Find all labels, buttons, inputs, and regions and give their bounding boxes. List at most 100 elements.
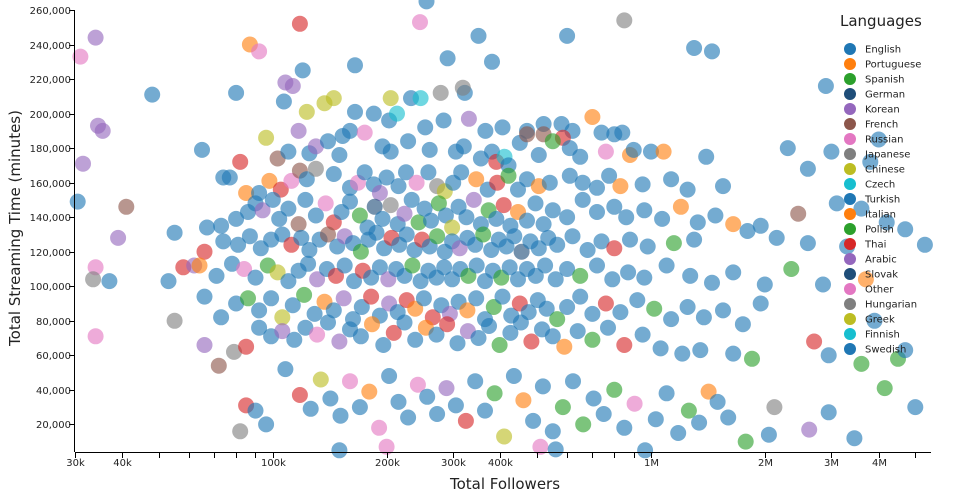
y-tick-label: 60,000 [36,351,71,362]
data-point [505,368,522,384]
legend-label: Slovak [865,270,898,281]
y-tick-label: 200,000 [30,110,71,121]
data-point [806,333,823,350]
data-point [241,228,258,245]
legend: Languages English Portuguese Spanish German… [840,12,922,356]
data-point [251,43,268,60]
data-point [766,399,783,416]
data-point [325,302,342,319]
data-point [331,147,348,163]
data-point [465,191,482,208]
data-point [457,412,474,429]
data-point [444,219,461,236]
data-point [468,290,485,307]
data-point [213,217,230,234]
data-point [606,198,623,215]
data-point [574,191,591,208]
data-point [236,261,253,277]
data-point [320,226,336,243]
data-point [351,399,368,416]
data-point [228,210,245,227]
data-point [307,207,324,224]
data-point [335,290,352,307]
data-point [196,243,213,260]
legend-swatch [844,103,856,115]
data-point [574,174,591,191]
data-point [496,428,513,445]
data-point [213,309,230,326]
data-point [374,210,391,227]
legend-swatch [844,283,856,295]
data-point [290,216,307,233]
data-point [720,409,737,426]
data-point [491,337,508,353]
data-point [322,390,339,407]
data-point [783,261,800,277]
data-point [494,119,511,136]
data-point [572,148,589,165]
data-point [672,198,689,215]
data-point [790,205,807,222]
data-point [381,368,398,384]
data-point [280,143,297,160]
data-point [277,74,294,91]
data-point [356,164,373,181]
legend-label: Italian [865,210,896,221]
data-point [616,419,633,436]
data-point [739,223,756,239]
data-point [643,143,659,160]
data-point [409,376,426,393]
data-point [646,300,663,317]
data-point [525,412,542,429]
data-point [853,355,870,372]
legend-label: French [865,120,898,131]
data-point [549,311,566,328]
data-point [238,185,255,201]
legend-swatch [844,148,856,160]
legend-swatch [844,328,856,340]
data-point [199,219,215,236]
data-point [604,271,621,288]
data-point [396,205,413,222]
data-point [361,383,378,400]
data-point [682,267,699,284]
legend-label: Korean [865,105,900,116]
data-point [72,48,89,65]
data-point [390,393,407,410]
data-point [271,210,288,227]
plot-area [69,0,933,459]
data-point [547,441,564,458]
data-point [75,155,91,172]
data-point [601,167,618,184]
data-point [336,257,353,274]
data-point [351,207,368,224]
data-point [584,331,601,348]
data-point [317,195,334,212]
data-point [458,209,475,226]
data-point [274,226,291,243]
data-point [412,90,429,107]
data-point [606,381,623,398]
data-point [291,15,308,32]
data-point [538,300,555,317]
data-point [342,193,358,210]
legend-label: German [865,90,905,101]
data-point [407,331,424,348]
legend-swatch [844,268,856,280]
data-point [400,409,417,426]
data-point [752,217,769,234]
data-point [554,399,571,416]
data-point [815,276,831,293]
data-point [258,416,275,433]
data-point [232,153,249,170]
data-point [501,259,518,276]
data-point [297,319,314,336]
x-tick-label: 3M [824,458,839,469]
data-point [853,200,870,217]
data-point [547,271,564,288]
data-point [467,373,484,390]
data-point [519,126,535,143]
y-tick-label: 40,000 [36,386,71,397]
data-point [101,273,118,290]
data-point [597,295,614,312]
